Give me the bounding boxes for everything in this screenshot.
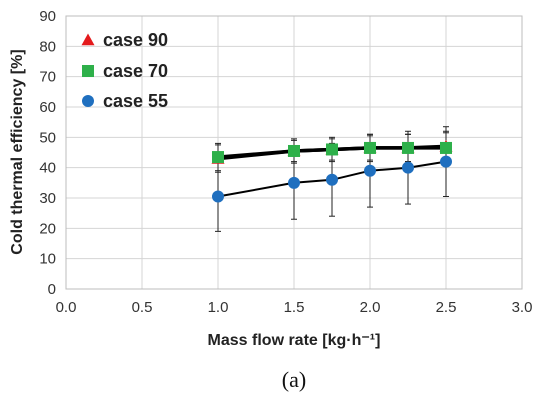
trend-line [217, 146, 446, 159]
legend-marker-square [82, 65, 94, 77]
data-point-square [326, 143, 338, 156]
data-point-square [288, 144, 300, 157]
legend-marker-triangle [81, 33, 95, 46]
data-point-circle [440, 155, 452, 168]
x-tick-label: 1.5 [284, 299, 305, 316]
legend-label: case 70 [103, 61, 168, 81]
x-axis-title: Mass flow rate [kg·h⁻¹] [208, 332, 381, 349]
data-point-circle [364, 164, 376, 177]
y-tick-labels: 0 10 20 30 40 50 60 70 80 90 [39, 8, 56, 298]
data-point-circle [402, 161, 414, 174]
legend-label: case 55 [103, 91, 168, 111]
trend-line [217, 160, 447, 198]
x-tick-label: 0.0 [56, 299, 77, 316]
y-tick-label: 40 [39, 160, 56, 177]
y-tick-label: 30 [39, 190, 56, 207]
y-tick-label: 0 [48, 281, 56, 298]
y-tick-label: 90 [39, 8, 56, 25]
data-point-circle [326, 173, 338, 186]
legend-marker-circle [82, 95, 94, 107]
x-tick-label: 2.5 [436, 299, 457, 316]
data-markers [211, 139, 453, 203]
trend-lines [217, 144, 447, 198]
x-tick-label: 0.5 [132, 299, 153, 316]
data-point-square [212, 151, 224, 164]
data-point-circle [212, 190, 224, 203]
x-tick-labels: 0.0 0.5 1.0 1.5 2.0 2.5 3.0 [56, 299, 533, 316]
y-tick-label: 60 [39, 99, 56, 116]
x-tick-label: 3.0 [512, 299, 533, 316]
data-point-square [402, 141, 414, 154]
data-point-square [364, 141, 376, 154]
figure-caption: (a) [282, 367, 306, 392]
legend-label: case 90 [103, 30, 168, 50]
data-point-square [440, 141, 452, 154]
y-tick-label: 50 [39, 129, 56, 146]
y-tick-label: 80 [39, 38, 56, 55]
x-tick-label: 2.0 [360, 299, 381, 316]
plot-area-border [65, 15, 523, 290]
y-tick-label: 70 [39, 69, 56, 86]
y-axis-title: Cold thermal efficiency [%] [9, 49, 26, 254]
y-tick-label: 10 [39, 251, 56, 268]
legend: case 90 case 70 case 55 [81, 30, 168, 111]
y-tick-label: 20 [39, 220, 56, 237]
x-tick-label: 1.0 [208, 299, 229, 316]
data-point-circle [288, 176, 300, 189]
